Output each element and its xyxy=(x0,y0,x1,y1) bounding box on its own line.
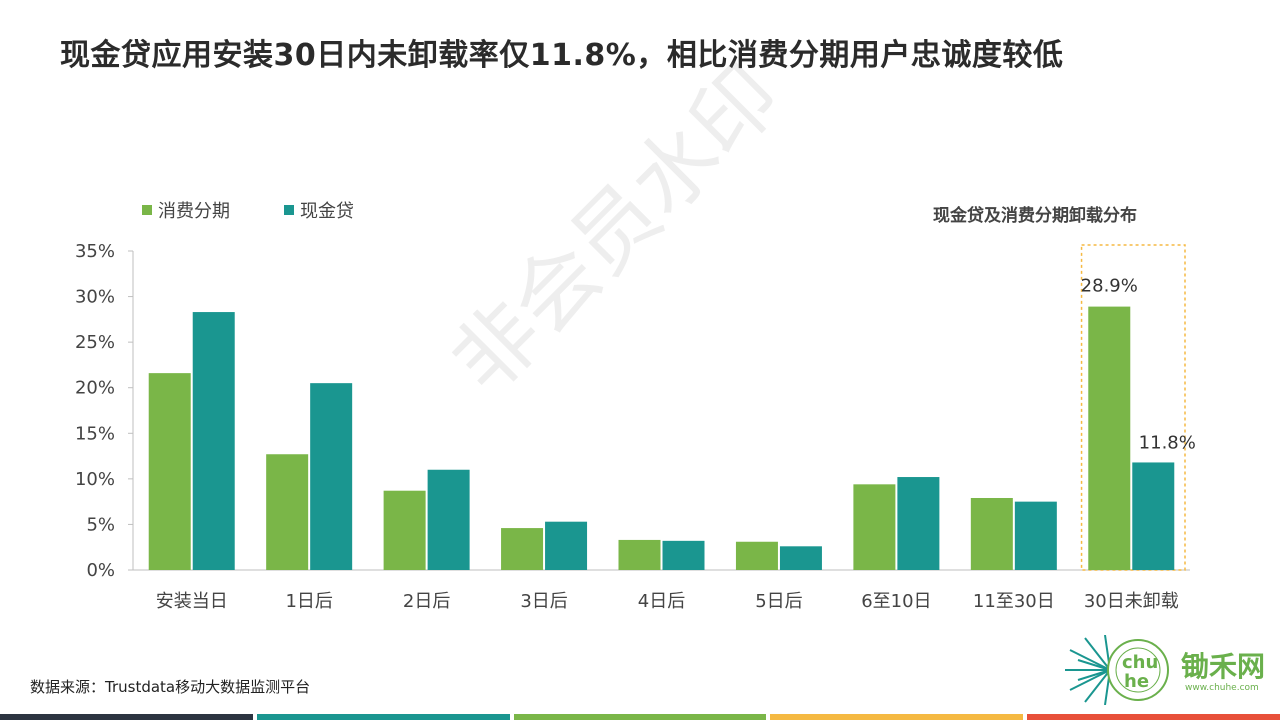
bar-cash xyxy=(192,312,235,570)
footer-color-bar xyxy=(0,714,1280,720)
y-tick-label: 30% xyxy=(75,287,115,308)
bar-cash xyxy=(897,477,940,570)
footer-segment-0 xyxy=(0,714,253,720)
x-tick-label: 安装当日 xyxy=(156,591,228,612)
svg-text:he: he xyxy=(1124,671,1149,692)
y-tick-label: 10% xyxy=(75,469,115,490)
legend-swatch-consumer xyxy=(142,205,152,215)
x-tick-label: 2日后 xyxy=(403,591,450,612)
x-tick-label: 6至10日 xyxy=(861,591,931,612)
data-source-note: 数据来源：Trustdata移动大数据监测平台 xyxy=(30,678,311,696)
legend-label-consumer: 消费分期 xyxy=(158,201,230,222)
bar-consumer xyxy=(501,528,544,570)
bar-cash xyxy=(779,546,822,570)
brand-emblem-icon: chu he xyxy=(1065,634,1169,706)
x-tick-label: 3日后 xyxy=(520,591,567,612)
legend-item-consumer: 消费分期 xyxy=(142,197,230,223)
bar-cash xyxy=(1014,501,1057,570)
brand-logo: chu he 锄禾网 www.chuhe.com xyxy=(1060,634,1275,706)
y-tick-label: 5% xyxy=(86,514,115,535)
bar-consumer xyxy=(266,454,309,570)
bar-cash xyxy=(427,469,470,570)
x-tick-label: 5日后 xyxy=(755,591,802,612)
y-tick-label: 25% xyxy=(75,332,115,353)
bar-cash xyxy=(1132,462,1175,570)
y-tick-label: 0% xyxy=(86,560,115,581)
chart-title: 现金贷及消费分期卸载分布 xyxy=(933,206,1137,226)
bar-consumer xyxy=(735,541,778,570)
page-title: 现金贷应用安装30日内未卸载率仅11.8%，相比消费分期用户忠诚度较低 xyxy=(60,38,1064,73)
footer-segment-3 xyxy=(770,714,1024,720)
brand-name: 锄禾网 xyxy=(1181,650,1266,683)
x-tick-label: 30日未卸载 xyxy=(1084,591,1179,612)
x-tick-label: 4日后 xyxy=(638,591,685,612)
svg-text:chu: chu xyxy=(1122,652,1158,673)
footer-segment-1 xyxy=(256,714,510,720)
bar-chart: 0% 5% 10% 15% 20% 25% 30% 35% 安装当日 1日后 2日后 3日后 4日后 5日… xyxy=(75,241,1196,612)
bar-consumer xyxy=(383,490,426,570)
chart-legend: 消费分期 现金贷 xyxy=(142,197,354,223)
y-tick-label: 35% xyxy=(75,241,115,262)
bar-consumer xyxy=(1088,306,1131,570)
bar-consumer xyxy=(853,484,896,570)
x-tick-label: 11至30日 xyxy=(973,591,1055,612)
footer-segment-4 xyxy=(1027,714,1280,720)
x-tick-label: 1日后 xyxy=(285,591,332,612)
bar-consumer xyxy=(618,539,661,570)
y-tick-label: 20% xyxy=(75,378,115,399)
data-label-cash: 11.8% xyxy=(1139,432,1196,453)
data-label-consumer: 28.9% xyxy=(1081,276,1138,297)
bar-consumer xyxy=(148,373,191,570)
bar-cash xyxy=(310,383,353,570)
legend-label-cash: 现金贷 xyxy=(300,201,354,222)
bar-consumer xyxy=(970,497,1013,570)
legend-swatch-cash xyxy=(284,205,294,215)
bar-cash xyxy=(662,540,705,570)
brand-url: www.chuhe.com xyxy=(1185,683,1259,693)
bar-cash xyxy=(545,521,588,570)
footer-segment-2 xyxy=(513,714,767,720)
legend-item-cash: 现金贷 xyxy=(284,197,354,223)
y-tick-label: 15% xyxy=(75,423,115,444)
